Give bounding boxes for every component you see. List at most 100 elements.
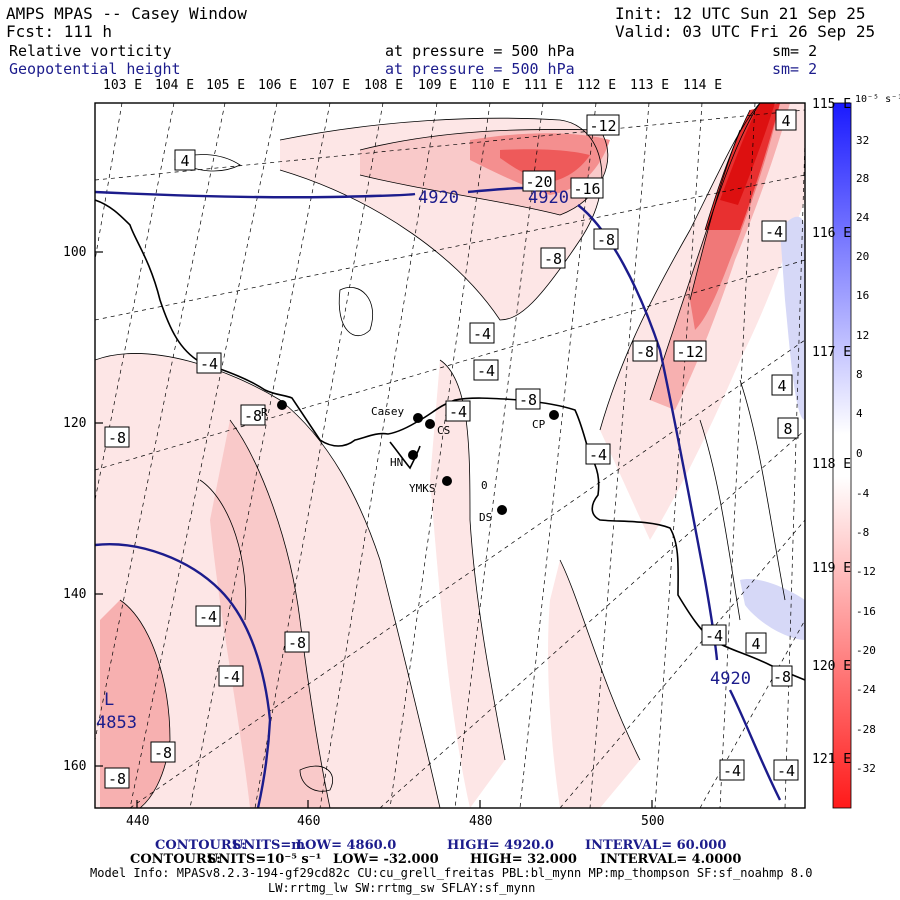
y-tick-label: 120 (63, 416, 87, 431)
contour-label-text: 4 (781, 112, 790, 130)
contour-label-text: -8 (154, 744, 172, 762)
contour-label: 4 (745, 632, 767, 654)
contour-label-text: -8 (288, 634, 306, 652)
height-label: 4920 (418, 188, 459, 208)
pressure-geopotential: at pressure = 500 hPa (385, 60, 575, 78)
lon-label-right: 121 E (812, 752, 852, 767)
x-tick-label: 480 (469, 814, 493, 829)
contour-label-text: 8 (783, 420, 792, 438)
station-label: CP (532, 418, 546, 431)
y-tick-label: 100 (63, 245, 87, 260)
low-pressure-marker: L (104, 690, 114, 710)
lon-label: 110 E (471, 78, 511, 93)
colorbar-label: -32 (856, 762, 876, 775)
contour-label: -12 (586, 114, 620, 136)
lon-label: 103 E (103, 78, 143, 93)
contour-label-text: -4 (723, 762, 741, 780)
field-vorticity: Relative vorticity (9, 42, 172, 60)
station-dot[interactable] (425, 419, 435, 429)
footer-physics: LW:rrtmg_lw SW:rrtmg_sw SFLAY:sf_mynn (268, 881, 536, 895)
contour-label-text: -4 (777, 762, 795, 780)
footer-contours-interval: INTERVAL= 60.000 (585, 838, 727, 853)
lon-label-right: 116 E (812, 226, 852, 241)
colorbar-label: -8 (856, 526, 870, 539)
footer-contours-high: HIGH= 4920.0 (447, 838, 554, 853)
forecast-hour: Fcst: 111 h (6, 22, 112, 41)
lon-label-right: 120 E (812, 659, 852, 674)
init-time: Init: 12 UTC Sun 21 Sep 25 (615, 4, 866, 23)
lon-label: 111 E (524, 78, 564, 93)
contour-label-text: -4 (765, 223, 783, 241)
contour-label: -4 (469, 322, 495, 344)
colorbar-label: 0 (856, 447, 863, 460)
y-tick-label: 160 (63, 759, 87, 774)
colorbar (832, 102, 852, 809)
contour-label: -16 (570, 177, 604, 199)
footer-contours2-low: LOW= -32.000 (333, 852, 439, 867)
footer-contours2-units: UNITS=10⁻⁵ s⁻¹ (207, 852, 322, 867)
station-label: HN (390, 456, 403, 469)
contour-label: -4 (773, 759, 799, 781)
contour-label: -8 (540, 247, 566, 269)
smoothing-geopotential: sm= 2 (772, 60, 818, 78)
colorbar-label: -16 (856, 605, 876, 618)
contour-label: -4 (761, 220, 787, 242)
x-tick-label: 460 (297, 814, 321, 829)
lon-label-right: 115 E (812, 97, 852, 112)
contour-label: -8 (150, 741, 176, 763)
height-label-group: 4920 4920 4920 L 4853 (96, 188, 751, 733)
contour-label-text: -4 (222, 668, 240, 686)
contour-label-text: -8 (597, 231, 615, 249)
lon-label: 108 E (364, 78, 404, 93)
axis-ticks (95, 251, 653, 808)
station-dot[interactable] (277, 400, 287, 410)
colorbar-label: 24 (856, 211, 870, 224)
footer-contours2-interval: INTERVAL= 4.0000 (600, 852, 742, 867)
contour-label: 4 (174, 149, 196, 171)
contour-label-text: -12 (676, 343, 703, 361)
contour-label-text: -8 (244, 407, 262, 425)
contour-label: -8 (632, 340, 658, 362)
plot-frame (94, 102, 806, 809)
station-dot[interactable] (413, 413, 423, 423)
station-dot[interactable] (497, 505, 507, 515)
station-dot[interactable] (408, 450, 418, 460)
contour-label: -8 (771, 665, 793, 687)
station-label: R (261, 406, 268, 419)
footer-model-info: Model Info: MPASv8.2.3-194-gf29cd82c CU:… (90, 866, 813, 880)
low-pressure-value: 4853 (96, 713, 137, 733)
colorbar-label: 28 (856, 172, 870, 185)
lon-label: 109 E (418, 78, 458, 93)
station-label: CS (437, 424, 450, 437)
contour-label-text: -4 (199, 608, 217, 626)
station-dot[interactable] (442, 476, 452, 486)
contour-label-text: -12 (589, 117, 616, 135)
contour-label-text: -8 (773, 668, 791, 686)
station-dot[interactable] (549, 410, 559, 420)
contour-label-text: -4 (705, 627, 723, 645)
footer-contours-units: UNITS=m (232, 838, 306, 853)
station-label: DS (479, 511, 492, 524)
contour-label-text: 4 (751, 635, 760, 653)
contour-label: -20 (522, 170, 556, 192)
contour-label-text: -4 (477, 362, 495, 380)
contour-label: 8 (777, 417, 799, 439)
contour-label: -8 (593, 228, 619, 250)
contour-label-text: -8 (108, 770, 126, 788)
contour-label-group: 4 -12 -20 -16 4 -8 -4 -8 -4 -4 -8 -12 -4… (104, 109, 799, 789)
contour-label: -4 (473, 359, 499, 381)
pressure-vorticity: at pressure = 500 hPa (385, 42, 575, 60)
height-label: 4920 (528, 188, 569, 208)
smoothing-vorticity: sm= 2 (772, 42, 818, 60)
lon-label: 112 E (577, 78, 617, 93)
y-tick-label: 140 (63, 587, 87, 602)
contour-label: -4 (701, 624, 727, 646)
contour-label: -8 (515, 388, 541, 410)
lon-label-right: 117 E (812, 345, 852, 360)
field-geopotential: Geopotential height (9, 60, 181, 78)
colorbar-label: -24 (856, 683, 876, 696)
lon-label-right: 119 E (812, 561, 852, 576)
lon-label: 114 E (683, 78, 723, 93)
vorticity-shading (95, 103, 805, 808)
